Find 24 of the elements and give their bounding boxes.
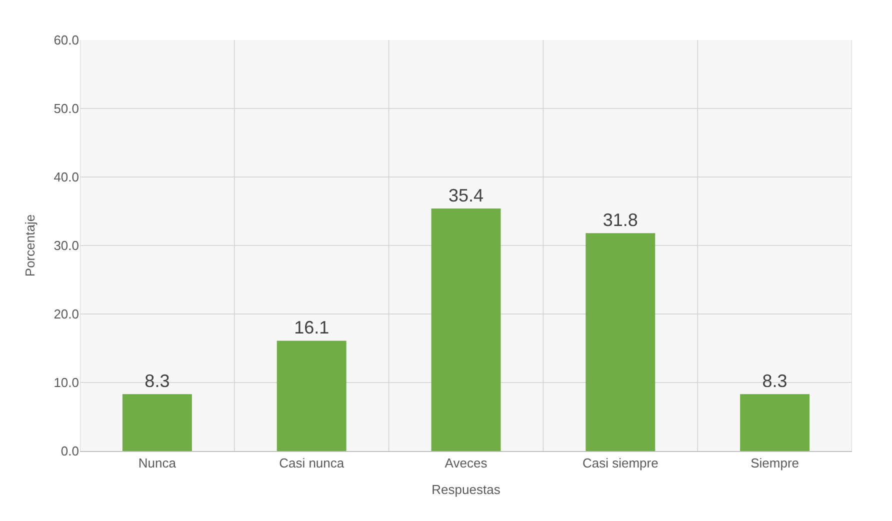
y-tick-label: 50.0 xyxy=(54,101,79,116)
data-label: 16.1 xyxy=(294,318,330,338)
x-tick-label: Siempre xyxy=(750,456,800,471)
x-axis-title: Respuestas xyxy=(432,482,501,498)
data-label: 8.3 xyxy=(762,371,788,392)
bar xyxy=(431,208,501,451)
x-tick-label: Aveces xyxy=(444,456,488,471)
bar xyxy=(122,394,192,451)
data-label: 8.3 xyxy=(144,371,170,392)
y-tick-label: 30.0 xyxy=(54,238,79,254)
bar xyxy=(276,340,346,451)
y-tick-label: 60.0 xyxy=(54,32,79,48)
bar xyxy=(740,394,810,451)
y-tick-label: 20.0 xyxy=(54,306,79,322)
x-tick-label: Casi nunca xyxy=(279,456,345,471)
y-axis-title: Porcentaje xyxy=(22,214,38,277)
y-tick-label: 10.0 xyxy=(54,375,79,390)
y-tick-label: 0.0 xyxy=(60,444,79,459)
x-tick-label: Nunca xyxy=(138,456,177,471)
bar xyxy=(586,233,656,451)
y-tick-label: 40.0 xyxy=(54,170,79,185)
data-label: 31.8 xyxy=(602,210,638,230)
data-label: 35.4 xyxy=(448,186,484,206)
x-tick-label: Casi siempre xyxy=(582,456,658,471)
